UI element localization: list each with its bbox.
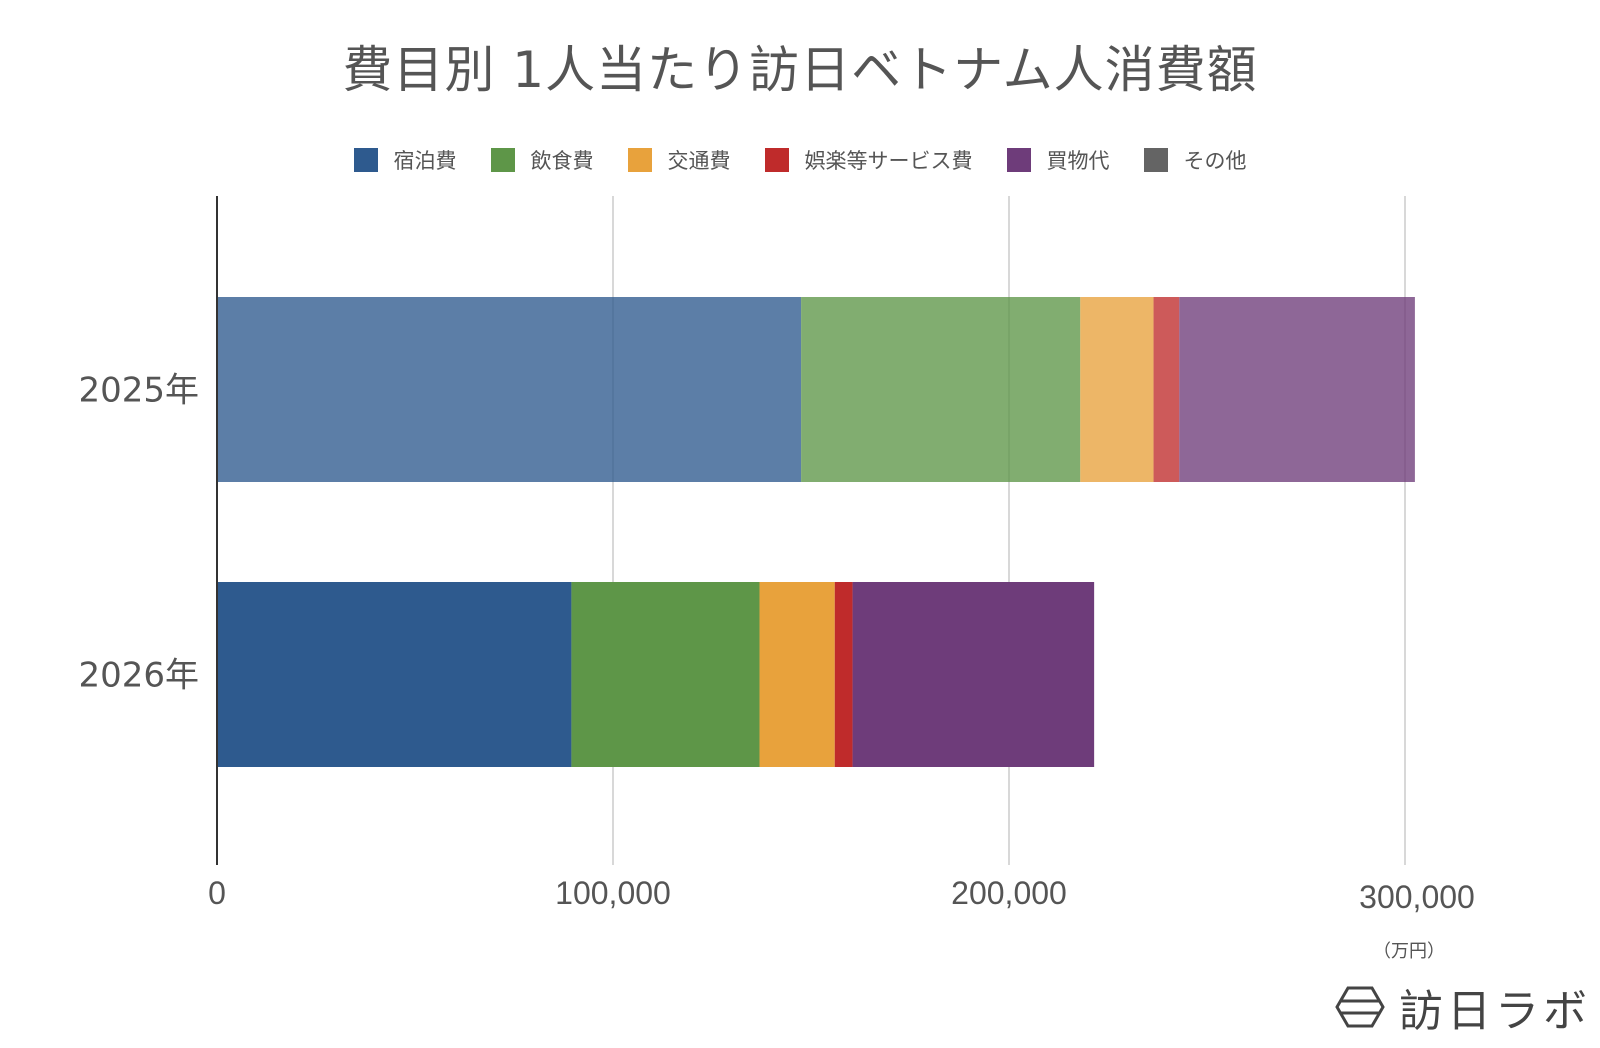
bar-segment (852, 582, 1095, 767)
x-axis-unit-label: （万円） (1373, 941, 1445, 962)
brand-name: 訪日ラボ (1399, 986, 1591, 1037)
x-tick-label: 0 (208, 875, 226, 911)
legend-item: 飲食費 (490, 145, 594, 175)
bar-segment (571, 582, 760, 767)
legend-swatch (764, 148, 789, 172)
bar-segment (759, 582, 835, 767)
x-tick-label: 200,000 (951, 875, 1067, 911)
category-label: 2026年 (78, 656, 199, 696)
legend-item: 買物代 (1006, 145, 1110, 175)
legend-swatch (627, 148, 652, 172)
bar-segment (1080, 297, 1154, 482)
legend-item: 宿泊費 (353, 145, 457, 175)
bar-segment (1153, 297, 1180, 482)
bar-segment (1179, 297, 1415, 482)
x-tick-label: 100,000 (555, 875, 671, 911)
legend-label: その他 (1183, 149, 1247, 173)
legend-swatch (1006, 148, 1031, 172)
legend-label: 買物代 (1046, 149, 1110, 173)
legend-item: 交通費 (627, 145, 731, 175)
legend-label: 宿泊費 (393, 149, 457, 173)
bar-segment (834, 582, 853, 767)
bar-segment (217, 582, 572, 767)
legend-label: 交通費 (667, 149, 731, 173)
hexagon-logo-icon (1335, 986, 1385, 1028)
chart-title: 費目別 1人当たり訪日ベトナム人消費額 (342, 41, 1258, 99)
category-label: 2025年 (78, 371, 199, 411)
bar-segment (217, 297, 802, 482)
legend-swatch (353, 148, 378, 172)
x-tick-label: 300,000 (1359, 879, 1475, 915)
legend-item: その他 (1143, 145, 1247, 175)
legend-swatch (490, 148, 515, 172)
legend-swatch (1143, 148, 1168, 172)
brand-logo: 訪日ラボ (1335, 975, 1591, 1039)
bar-segment (801, 297, 1081, 482)
legend-label: 娯楽等サービス費 (804, 149, 973, 173)
legend: 宿泊費 飲食費 交通費 娯楽等サービス費 買物代 その他 (0, 145, 1600, 175)
legend-label: 飲食費 (530, 149, 594, 173)
legend-item: 娯楽等サービス費 (764, 145, 973, 175)
